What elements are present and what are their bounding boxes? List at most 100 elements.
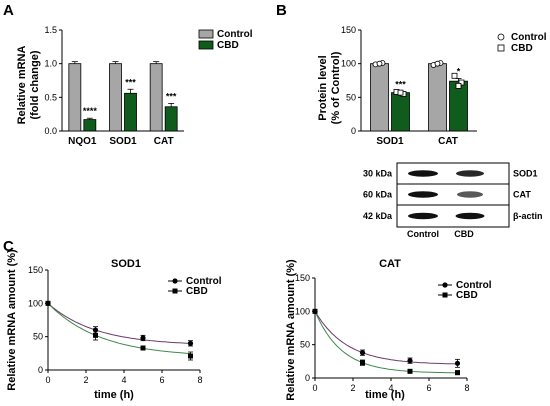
chart-c2-legend-marker xyxy=(442,282,448,288)
chart-c2-x-tick-label: 2 xyxy=(350,383,355,393)
chart-b-bar-control xyxy=(428,63,447,132)
chart-a-bar-cbd xyxy=(164,106,178,132)
chart-b-protein-bar: Protein level (% of Control) 0 50 100 150 SO… xyxy=(317,25,547,147)
chart-c2-x-tick-label: 0 xyxy=(312,383,317,393)
blot-marker-label: 60 kDa xyxy=(363,190,393,200)
chart-a-significance: *** xyxy=(166,91,177,101)
chart-c2-point-control xyxy=(407,358,413,364)
blot-protein-label: SOD1 xyxy=(513,169,538,179)
chart-c1-curve-cbd xyxy=(47,302,191,354)
chart-a-category-label: NQO1 xyxy=(68,136,97,147)
chart-c1-y-tick-label: 0 xyxy=(38,365,43,375)
chart-b-y-tick-label: 0 xyxy=(351,126,356,136)
chart-a-y-tick-label: 1.5 xyxy=(44,25,57,35)
chart-b-significance: *** xyxy=(395,79,406,89)
chart-c1-x-tick-label: 0 xyxy=(45,375,50,385)
chart-b-data-point xyxy=(458,79,465,86)
western-blot: 30 kDa 60 kDa 42 kDa SOD1 CAT β-actin Control C… xyxy=(363,162,543,239)
chart-b-data-point xyxy=(397,89,404,96)
blot-band xyxy=(455,212,485,220)
chart-c1-point-control xyxy=(92,327,99,333)
chart-a-bar-control xyxy=(68,63,82,132)
chart-c1-x-tick-label: 2 xyxy=(83,375,88,385)
chart-c2-point-cbd xyxy=(312,308,318,314)
blot-lane-label: Control xyxy=(407,229,439,239)
blot-band xyxy=(408,170,438,177)
chart-c1-legend-label: Control xyxy=(186,276,222,287)
chart-b-legend-swatch xyxy=(497,44,505,52)
chart-b-ylabel-line2: (% of Control) xyxy=(330,51,342,124)
chart-a-category-label: SOD1 xyxy=(109,136,137,147)
blot-lane-label: CBD xyxy=(454,229,474,239)
chart-b-ylabel-line1: Protein level xyxy=(317,55,329,120)
chart-a-category-label: CAT xyxy=(154,136,174,147)
chart-c2-legend-label: Control xyxy=(456,280,492,291)
chart-a-legend-swatch xyxy=(198,40,214,50)
chart-c1-x-tick-label: 8 xyxy=(197,375,202,385)
panel-label-c: C xyxy=(3,238,14,255)
chart-a-legend-label: CBD xyxy=(217,40,239,51)
chart-c1-legend-marker xyxy=(172,278,178,284)
chart-c1-y-tick-label: 100 xyxy=(28,298,43,308)
chart-b-bar-cbd xyxy=(391,92,410,132)
chart-c1-ylabel: Relative mRNA amount (%) xyxy=(6,249,18,391)
chart-c-cat-decay: CAT Relative mRNA amount (%) time (h) 0 5… xyxy=(285,258,492,401)
blot-band xyxy=(456,170,484,177)
chart-b-y-tick-label: 50 xyxy=(346,92,356,102)
chart-c2-curve-cbd xyxy=(314,311,458,374)
chart-b-ylabel: Protein level (% of Control) xyxy=(317,51,342,124)
chart-c2-x-tick-label: 4 xyxy=(388,383,393,393)
chart-c2-y-tick-label: 50 xyxy=(300,340,310,350)
chart-c2-ylabel: Relative mRNA amount (%) xyxy=(285,259,297,401)
chart-c2-legend-label: CBD xyxy=(456,290,478,301)
chart-a-legend-label: Control xyxy=(217,29,253,40)
blot-protein-label: β-actin xyxy=(513,211,543,221)
chart-a-significance: **** xyxy=(83,106,98,116)
chart-a-y-tick-label: 1.0 xyxy=(44,59,57,69)
blot-band xyxy=(408,191,438,198)
chart-c1-point-cbd xyxy=(45,300,51,306)
chart-c2-point-cbd xyxy=(407,368,413,374)
chart-b-data-point xyxy=(451,72,458,79)
chart-c2-x-tick-label: 8 xyxy=(464,383,469,393)
blot-marker-label: 30 kDa xyxy=(363,169,393,179)
chart-a-legend-swatch xyxy=(198,29,214,39)
chart-c2-y-tick-label: 100 xyxy=(295,306,310,316)
chart-a-significance: *** xyxy=(125,77,136,87)
chart-c2-point-control xyxy=(454,360,461,366)
chart-b-bar-control xyxy=(370,63,389,132)
chart-c1-title: SOD1 xyxy=(111,258,141,270)
chart-b-legend-swatch xyxy=(497,33,505,41)
chart-c2-y-tick-label: 0 xyxy=(305,373,310,383)
chart-c1-x-tick-label: 4 xyxy=(121,375,126,385)
chart-c1-y-tick-label: 50 xyxy=(33,332,43,342)
blot-band xyxy=(408,212,438,220)
chart-c1-point-cbd xyxy=(188,353,193,359)
chart-b-significance: * xyxy=(457,66,461,76)
chart-a-bar-cbd xyxy=(124,92,137,132)
chart-a-mrna-bar: Relative mRNA (fold change) 0.0 0.5 1.0 1.5… xyxy=(16,25,253,147)
chart-a-bar-control xyxy=(149,63,163,132)
chart-c1-point-control xyxy=(140,335,146,341)
chart-c2-point-control xyxy=(359,350,366,356)
chart-a-bar-cbd xyxy=(83,119,97,132)
chart-a-y-tick-label: 0.0 xyxy=(44,126,57,136)
chart-c1-point-control xyxy=(187,340,194,346)
chart-b-category-label: CAT xyxy=(438,136,458,147)
chart-a-ylabel-line2: (fold change) xyxy=(29,50,41,119)
chart-c1-x-tick-label: 6 xyxy=(159,375,164,385)
chart-b-data-point xyxy=(434,60,441,67)
chart-b-legend-label: CBD xyxy=(511,43,533,54)
chart-c1-point-cbd xyxy=(93,332,98,338)
chart-b-legend-label: Control xyxy=(511,32,547,43)
chart-b-data-point xyxy=(455,82,462,89)
chart-b-y-tick-label: 100 xyxy=(341,59,356,69)
blot-band xyxy=(457,191,483,198)
chart-a-bar-control xyxy=(109,63,122,132)
chart-b-data-point xyxy=(376,60,383,67)
chart-c2-title: CAT xyxy=(379,258,401,270)
